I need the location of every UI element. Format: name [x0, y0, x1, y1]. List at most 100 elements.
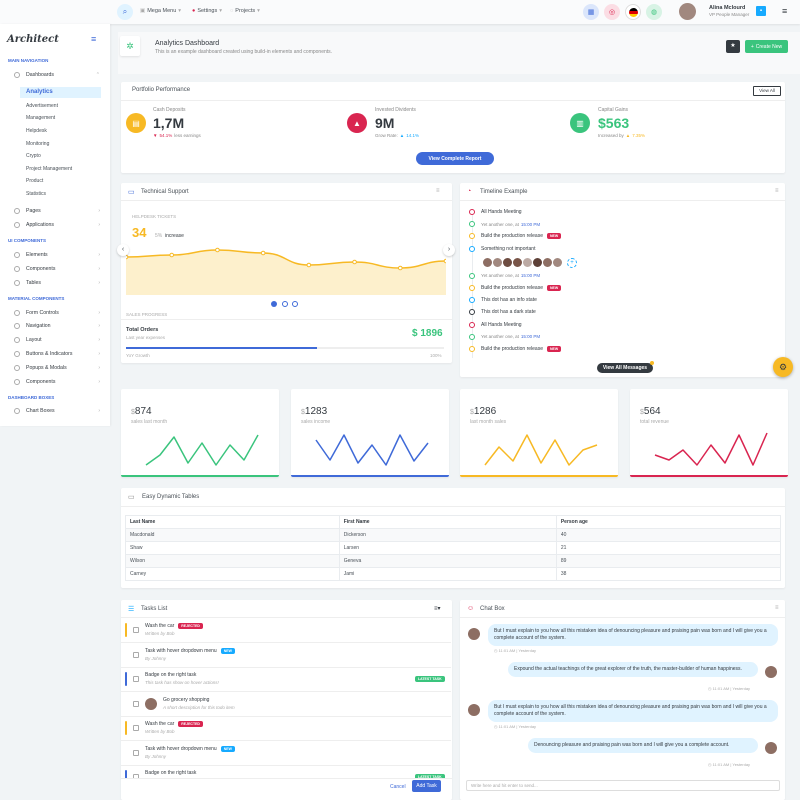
sidebar-item-label: Dashboards [26, 72, 54, 78]
hamburger-icon[interactable]: ≡ [91, 34, 97, 44]
sidebar-sub-advertisement[interactable]: Advertisement [26, 103, 58, 109]
divider [460, 200, 785, 201]
timeline-item: Something not important [469, 245, 535, 252]
table-title: Easy Dynamic Tables [142, 494, 200, 500]
task-color-bar [125, 696, 127, 711]
helpdesk-label: HELPDESK TICKETS [132, 214, 177, 219]
task-checkbox[interactable] [133, 700, 139, 707]
projects-menu[interactable]: ◌ Projects ▾ [230, 8, 260, 14]
gear-icon[interactable]: ⚙ [773, 357, 793, 377]
sidebar-sub-crypto[interactable]: Crypto [26, 153, 41, 159]
divider [121, 778, 452, 779]
carousel-dot[interactable] [271, 301, 277, 307]
column-header[interactable]: Person age [555, 515, 782, 529]
menu-icon[interactable]: ≡ [775, 188, 779, 194]
sidebar-item-popups[interactable]: Popups & Modals › [14, 365, 100, 371]
carousel-dot[interactable] [292, 301, 298, 307]
browser-icon [14, 208, 20, 214]
sidebar-item-label: Layout [26, 337, 42, 343]
new-badge: NEW [547, 285, 562, 291]
sidebar-item-form-controls[interactable]: Form Controls › [14, 310, 100, 316]
sidebar-item-layout[interactable]: Layout › [14, 337, 100, 343]
sidebar-sub-project-management[interactable]: Project Management [26, 166, 73, 172]
task-checkbox[interactable] [133, 651, 139, 658]
sidebar-item-elements[interactable]: Elements › [14, 252, 100, 258]
column-header[interactable]: Last Name [125, 515, 340, 529]
progress-track [126, 347, 444, 349]
timeline-text: Yet another one, at [481, 221, 519, 227]
sidebar-sub-management[interactable]: Management [26, 115, 56, 121]
table-cell: Dickerson [338, 528, 557, 542]
cancel-button[interactable]: Cancel [390, 784, 406, 790]
chat-input[interactable]: Write here and hit enter to send... [466, 780, 780, 791]
sidebar-item-components[interactable]: Components › [14, 266, 100, 272]
sidebar-item-chart-boxes[interactable]: Chart Boxes › [14, 408, 100, 414]
chart-point [306, 262, 312, 268]
mini-stat-value: $1286 [470, 406, 497, 417]
sidebar-item-tables[interactable]: Tables › [14, 280, 100, 286]
sidebar-item-buttons[interactable]: Buttons & Indicators › [14, 351, 100, 357]
chat-icon: ☺ [467, 605, 475, 612]
settings-menu[interactable]: ● Settings ▾ [192, 8, 222, 14]
sidebar-item-applications[interactable]: Applications › [14, 222, 100, 228]
helpdesk-pct-note: increase [165, 233, 184, 239]
button-icon [14, 351, 20, 357]
user-avatar[interactable] [679, 3, 696, 20]
timeline-text: Build the production release [481, 285, 543, 291]
table-cell: 38 [555, 567, 782, 581]
invested-dividents-label: Invested Dividents [375, 107, 416, 113]
sidebar-item-pages[interactable]: Pages › [14, 208, 100, 214]
sidebar-sub-statistics[interactable]: Statistics [26, 191, 47, 197]
sparkline-path [484, 434, 598, 466]
avatar [468, 628, 480, 640]
task-item: Badge on the right task LATEST TASK [121, 766, 451, 779]
sparkline-path [315, 434, 429, 466]
timeline-item: + [483, 257, 577, 268]
task-checkbox[interactable] [133, 627, 139, 633]
search-icon[interactable]: ⌕ [117, 4, 133, 20]
chevron-left-icon[interactable]: ‹ [117, 244, 129, 256]
chat-timestamp: ◷ 11:01 AM | Yesterday [494, 724, 537, 729]
task-item: Go grocery shopping A short description f… [121, 693, 451, 717]
carousel-dot[interactable] [282, 301, 288, 307]
chart-point [169, 252, 175, 258]
bell-icon[interactable]: ◎ [604, 4, 620, 20]
menu-icon[interactable]: ≡ [775, 605, 779, 611]
activity-icon[interactable]: ◍ [646, 4, 662, 20]
grid-icon[interactable]: ▦ [583, 4, 599, 20]
task-subtitle: A short description for this todo item [163, 704, 235, 710]
task-checkbox[interactable] [133, 725, 139, 731]
view-all-messages-button[interactable]: View All Messages [597, 363, 653, 373]
clipboard-icon: ▥ [570, 113, 590, 133]
calendar-icon[interactable]: ▪ [756, 6, 766, 16]
rocket-icon [14, 72, 20, 78]
menu-icon[interactable]: ≡ [436, 188, 440, 194]
view-all-button[interactable]: View All [753, 86, 781, 96]
add-task-button[interactable]: Add Task [412, 780, 441, 792]
task-checkbox[interactable] [133, 676, 139, 682]
table-cell: 89 [555, 554, 782, 568]
column-header[interactable]: First Name [338, 515, 557, 529]
sidebar-sub-analytics[interactable]: Analytics [20, 87, 101, 98]
task-checkbox[interactable] [133, 774, 139, 779]
sidebar-item-mat-components[interactable]: Components › [14, 379, 100, 385]
mega-menu[interactable]: ▣ Mega Menu ▾ [140, 8, 182, 14]
sidebar-sub-monitoring[interactable]: Monitoring [26, 141, 50, 147]
chevron-right-icon[interactable]: › [443, 244, 455, 256]
star-icon[interactable]: ★ [726, 40, 740, 53]
window-icon [14, 365, 20, 371]
create-new-button[interactable]: + Create New [745, 40, 788, 53]
sidebar-sub-helpdesk[interactable]: Helpdesk [26, 128, 47, 134]
view-report-button[interactable]: View Complete Report [416, 152, 494, 165]
menu-icon[interactable]: ≡ [782, 6, 788, 16]
avatar [553, 258, 562, 268]
add-avatar-icon[interactable]: + [567, 257, 577, 268]
sidebar-item-label: Navigation [26, 323, 51, 329]
sidebar-item-dashboards[interactable]: Dashboards ⌃ [14, 72, 100, 78]
task-checkbox[interactable] [133, 749, 139, 756]
task-item: Task with hover dropdown menu NEW By Johnn… [121, 644, 451, 668]
sidebar-item-navigation[interactable]: Navigation › [14, 323, 100, 329]
flag-icon[interactable] [625, 4, 641, 20]
menu-icon[interactable]: ≡▾ [434, 606, 441, 612]
sidebar-sub-product[interactable]: Product [26, 178, 44, 184]
